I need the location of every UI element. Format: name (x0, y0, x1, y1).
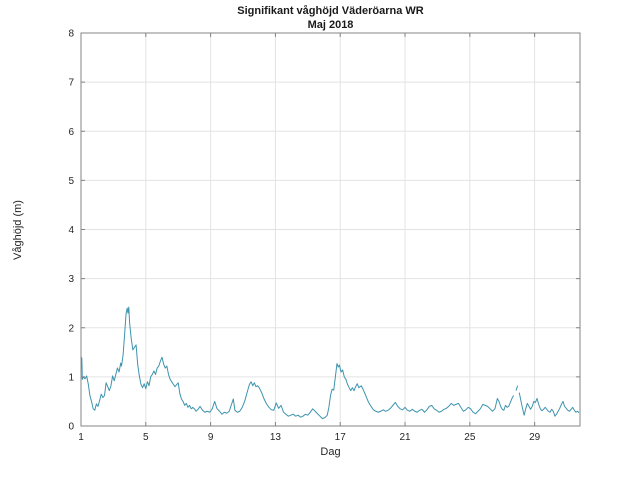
x-tick-label: 9 (208, 432, 214, 443)
x-tick-label: 17 (335, 432, 347, 443)
y-axis-label: Våghöjd (m) (12, 200, 24, 260)
y-tick-label: 4 (68, 225, 74, 236)
x-tick-label: 25 (464, 432, 476, 443)
x-tick-label: 13 (270, 432, 282, 443)
y-tick-label: 7 (68, 78, 74, 89)
x-tick-label: 1 (78, 432, 84, 443)
x-tick-label: 29 (529, 432, 541, 443)
y-tick-label: 6 (68, 127, 74, 138)
wave-height-line (80, 306, 580, 420)
y-tick-label: 5 (68, 176, 74, 187)
y-tick-label: 0 (68, 422, 74, 433)
y-tick-label: 1 (68, 372, 74, 383)
x-axis-label: Dag (320, 446, 341, 458)
x-tick-label: 21 (399, 432, 411, 443)
x-tick-label: 5 (143, 432, 149, 443)
y-tick-label: 8 (68, 29, 74, 40)
y-tick-label: 2 (68, 323, 74, 334)
chart-title: Signifikant våghöjd Väderöarna WR Maj 20… (81, 4, 580, 32)
chart-title-line1: Signifikant våghöjd Väderöarna WR (237, 5, 424, 17)
y-tick-label: 3 (68, 274, 74, 285)
chart-title-line2: Maj 2018 (307, 19, 354, 31)
